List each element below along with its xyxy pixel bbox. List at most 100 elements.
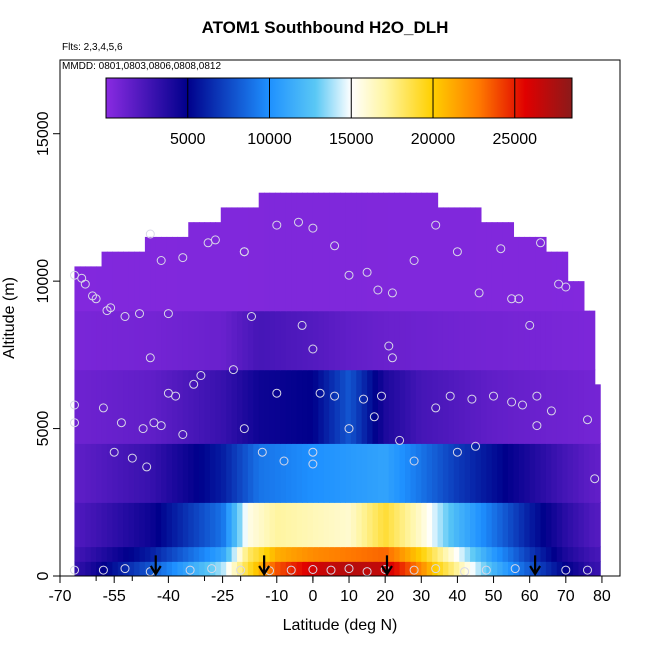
field-cell	[264, 502, 271, 548]
field-cell	[302, 443, 309, 503]
field-cell	[502, 443, 509, 503]
field-cell	[134, 310, 141, 371]
field-cell	[448, 207, 455, 312]
sample-point	[387, 288, 397, 298]
field-cell	[448, 561, 455, 576]
field-cell	[345, 369, 352, 444]
field-cell	[502, 502, 509, 548]
field-cell	[518, 310, 525, 371]
field-cell	[150, 369, 157, 444]
field-cell	[242, 546, 249, 562]
field-cell	[85, 266, 92, 312]
field-cell	[123, 443, 130, 503]
field-cell	[215, 502, 222, 548]
field-cell	[573, 546, 580, 562]
field-cell	[204, 222, 211, 312]
field-cell	[280, 546, 287, 562]
field-cell	[589, 502, 596, 548]
field-cell	[421, 443, 428, 503]
field-cell	[123, 369, 130, 444]
field-cell	[209, 310, 216, 371]
sample-point	[308, 565, 318, 574]
field-cell	[237, 443, 244, 503]
field-cell	[150, 443, 157, 503]
field-cell	[432, 310, 439, 371]
field-cell	[578, 369, 585, 444]
field-cell	[518, 443, 525, 503]
field-cell	[383, 310, 390, 371]
sample-point	[518, 400, 527, 410]
field-cell	[388, 369, 395, 444]
field-cell	[117, 546, 124, 562]
flight-marker-arrow	[149, 565, 162, 577]
field-cell	[340, 443, 347, 503]
field-cell	[340, 502, 347, 548]
field-cell	[74, 310, 81, 371]
field-cell	[345, 546, 352, 562]
field-cell	[172, 369, 179, 444]
field-cell	[85, 546, 92, 562]
field-cell	[470, 310, 477, 371]
field-cell	[567, 561, 574, 576]
colorbar: 5000 10000 15000 20000 25000	[105, 77, 573, 148]
field-cell	[361, 369, 368, 444]
field-cell	[144, 236, 151, 312]
field-cell	[470, 561, 477, 576]
sample-point	[362, 267, 372, 277]
field-cell	[464, 310, 471, 371]
sample-point	[471, 441, 480, 451]
field-cell	[112, 502, 119, 548]
x-tick-label: 80	[593, 588, 611, 605]
sample-point	[330, 241, 340, 251]
field-cell	[318, 192, 325, 312]
field-cell	[415, 310, 422, 371]
field-cell	[405, 443, 412, 503]
sample-point	[207, 564, 217, 574]
field-cell	[518, 561, 525, 576]
field-cell	[497, 502, 504, 548]
field-cell	[529, 546, 536, 562]
field-cell	[139, 546, 146, 562]
field-cell	[405, 369, 412, 444]
field-cell	[323, 502, 330, 548]
field-cell	[155, 310, 162, 371]
field-cell	[410, 443, 417, 503]
field-cell	[161, 236, 168, 312]
field-cell	[231, 561, 238, 576]
field-cell	[524, 502, 531, 548]
field-cell	[562, 369, 569, 444]
x-axis-label: Latitude (deg N)	[283, 617, 398, 634]
field-cell	[518, 546, 525, 562]
field-cell	[166, 443, 173, 503]
field-cell	[361, 502, 368, 548]
field-cell	[253, 546, 260, 562]
field-cell	[464, 546, 471, 562]
field-cell	[464, 443, 471, 503]
field-cell	[264, 443, 271, 503]
sample-point	[409, 456, 419, 466]
field-cell	[578, 502, 585, 548]
field-cell	[345, 502, 352, 548]
field-cell	[367, 546, 374, 562]
field-cell	[502, 222, 509, 312]
field-cell	[497, 561, 504, 576]
field-cell	[182, 443, 189, 503]
field-cell	[274, 546, 281, 562]
sample-point	[127, 453, 137, 463]
field-cell	[518, 502, 525, 548]
field-cell	[193, 310, 200, 371]
x-tick-label: 50	[485, 588, 503, 605]
field-cell	[155, 443, 162, 503]
flight-marker-arrow	[258, 565, 271, 577]
field-cell	[545, 561, 552, 576]
field-cell	[166, 502, 173, 548]
sample-point	[228, 365, 238, 375]
field-cell	[437, 502, 444, 548]
field-cell	[280, 369, 287, 444]
sample-point	[546, 406, 556, 416]
field-cell	[372, 369, 379, 444]
field-cell	[334, 369, 341, 444]
field-cell	[226, 561, 233, 576]
field-cell	[90, 266, 97, 312]
field-cell	[578, 561, 585, 576]
